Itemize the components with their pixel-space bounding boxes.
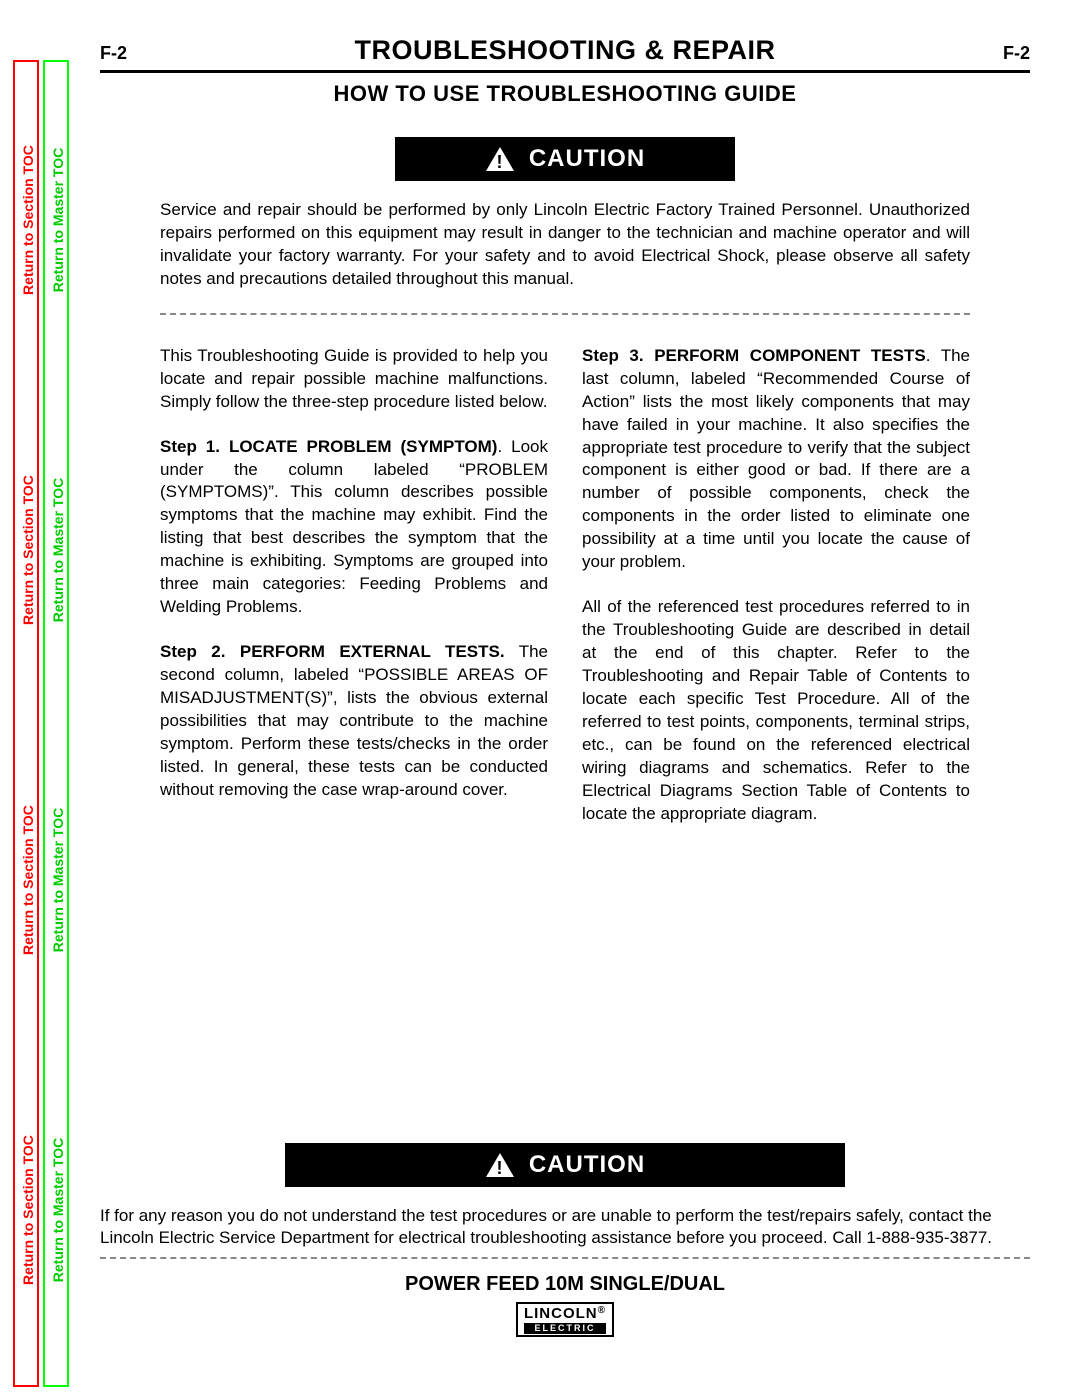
svg-text:!: ! <box>496 152 503 172</box>
step-1-para: Step 1. LOCATE PROBLEM (SYMPTOM). Look u… <box>160 436 548 620</box>
return-master-toc-link[interactable]: Return to Master TOC <box>50 120 66 320</box>
return-master-toc-link[interactable]: Return to Master TOC <box>50 450 66 650</box>
return-master-toc-link[interactable]: Return to Master TOC <box>50 1110 66 1310</box>
caution-intro-text: Service and repair should be performed b… <box>160 199 970 291</box>
brand-logo: LINCOLN® ELECTRIC <box>100 1302 1030 1337</box>
step-3-para: Step 3. PERFORM COMPONENT TESTS. The las… <box>582 345 970 574</box>
sidebar-master-toc-column: Return to Master TOC Return to Master TO… <box>43 60 69 1387</box>
step-3-label: Step 3. PERFORM COMPONENT TESTS <box>582 346 926 365</box>
page-subtitle: HOW TO USE TROUBLESHOOTING GUIDE <box>100 81 1030 107</box>
page-content: F-2 TROUBLESHOOTING & REPAIR F-2 HOW TO … <box>100 35 1030 1377</box>
guide-intro: This Troubleshooting Guide is provided t… <box>160 345 548 414</box>
registered-mark: ® <box>598 1305 606 1316</box>
logo-sub-text: ELECTRIC <box>524 1323 606 1334</box>
return-section-toc-link[interactable]: Return to Section TOC <box>20 120 36 320</box>
right-column: Step 3. PERFORM COMPONENT TESTS. The las… <box>582 345 970 848</box>
caution-banner-top: ! CAUTION <box>395 137 735 181</box>
footer-product-title: POWER FEED 10M SINGLE/DUAL <box>100 1273 1030 1296</box>
warning-triangle-icon: ! <box>485 146 515 172</box>
return-master-toc-link[interactable]: Return to Master TOC <box>50 780 66 980</box>
caution-label: CAUTION <box>529 145 645 173</box>
caution-bottom-text: If for any reason you do not understand … <box>100 1205 1030 1249</box>
left-column: This Troubleshooting Guide is provided t… <box>160 345 548 848</box>
body-columns: This Troubleshooting Guide is provided t… <box>160 345 970 848</box>
step-2-para: Step 2. PERFORM EXTERNAL TESTS. The seco… <box>160 641 548 802</box>
page-number-left: F-2 <box>100 43 127 64</box>
dashed-separator-bottom <box>100 1257 1030 1259</box>
sidebar-section-toc-column: Return to Section TOC Return to Section … <box>13 60 39 1387</box>
return-section-toc-link[interactable]: Return to Section TOC <box>20 450 36 650</box>
return-section-toc-link[interactable]: Return to Section TOC <box>20 780 36 980</box>
sidebar-toc-tabs: Return to Section TOC Return to Section … <box>13 0 73 1397</box>
step-2-label: Step 2. PERFORM EXTERNAL TESTS. <box>160 642 505 661</box>
step-1-text: . Look under the column labeled “PROBLEM… <box>160 437 548 617</box>
step-1-label: Step 1. LOCATE PROBLEM (SYMPTOM) <box>160 437 497 456</box>
page-number-right: F-2 <box>1003 43 1030 64</box>
step-2-text: The second column, labeled “POSSIBLE ARE… <box>160 642 548 799</box>
svg-text:!: ! <box>496 1158 503 1178</box>
logo-main-text: LINCOLN <box>524 1305 598 1322</box>
caution-label: CAUTION <box>529 1151 645 1179</box>
warning-triangle-icon: ! <box>485 1152 515 1178</box>
bottom-section: ! CAUTION If for any reason you do not u… <box>100 1133 1030 1337</box>
page-header: F-2 TROUBLESHOOTING & REPAIR F-2 <box>100 35 1030 73</box>
step-3-text: . The last column, labeled “Recommended … <box>582 346 970 571</box>
dashed-separator <box>160 313 970 315</box>
return-section-toc-link[interactable]: Return to Section TOC <box>20 1110 36 1310</box>
caution-banner-bottom: ! CAUTION <box>285 1143 845 1187</box>
closing-para: All of the referenced test procedures re… <box>582 596 970 825</box>
section-title: TROUBLESHOOTING & REPAIR <box>354 35 775 66</box>
